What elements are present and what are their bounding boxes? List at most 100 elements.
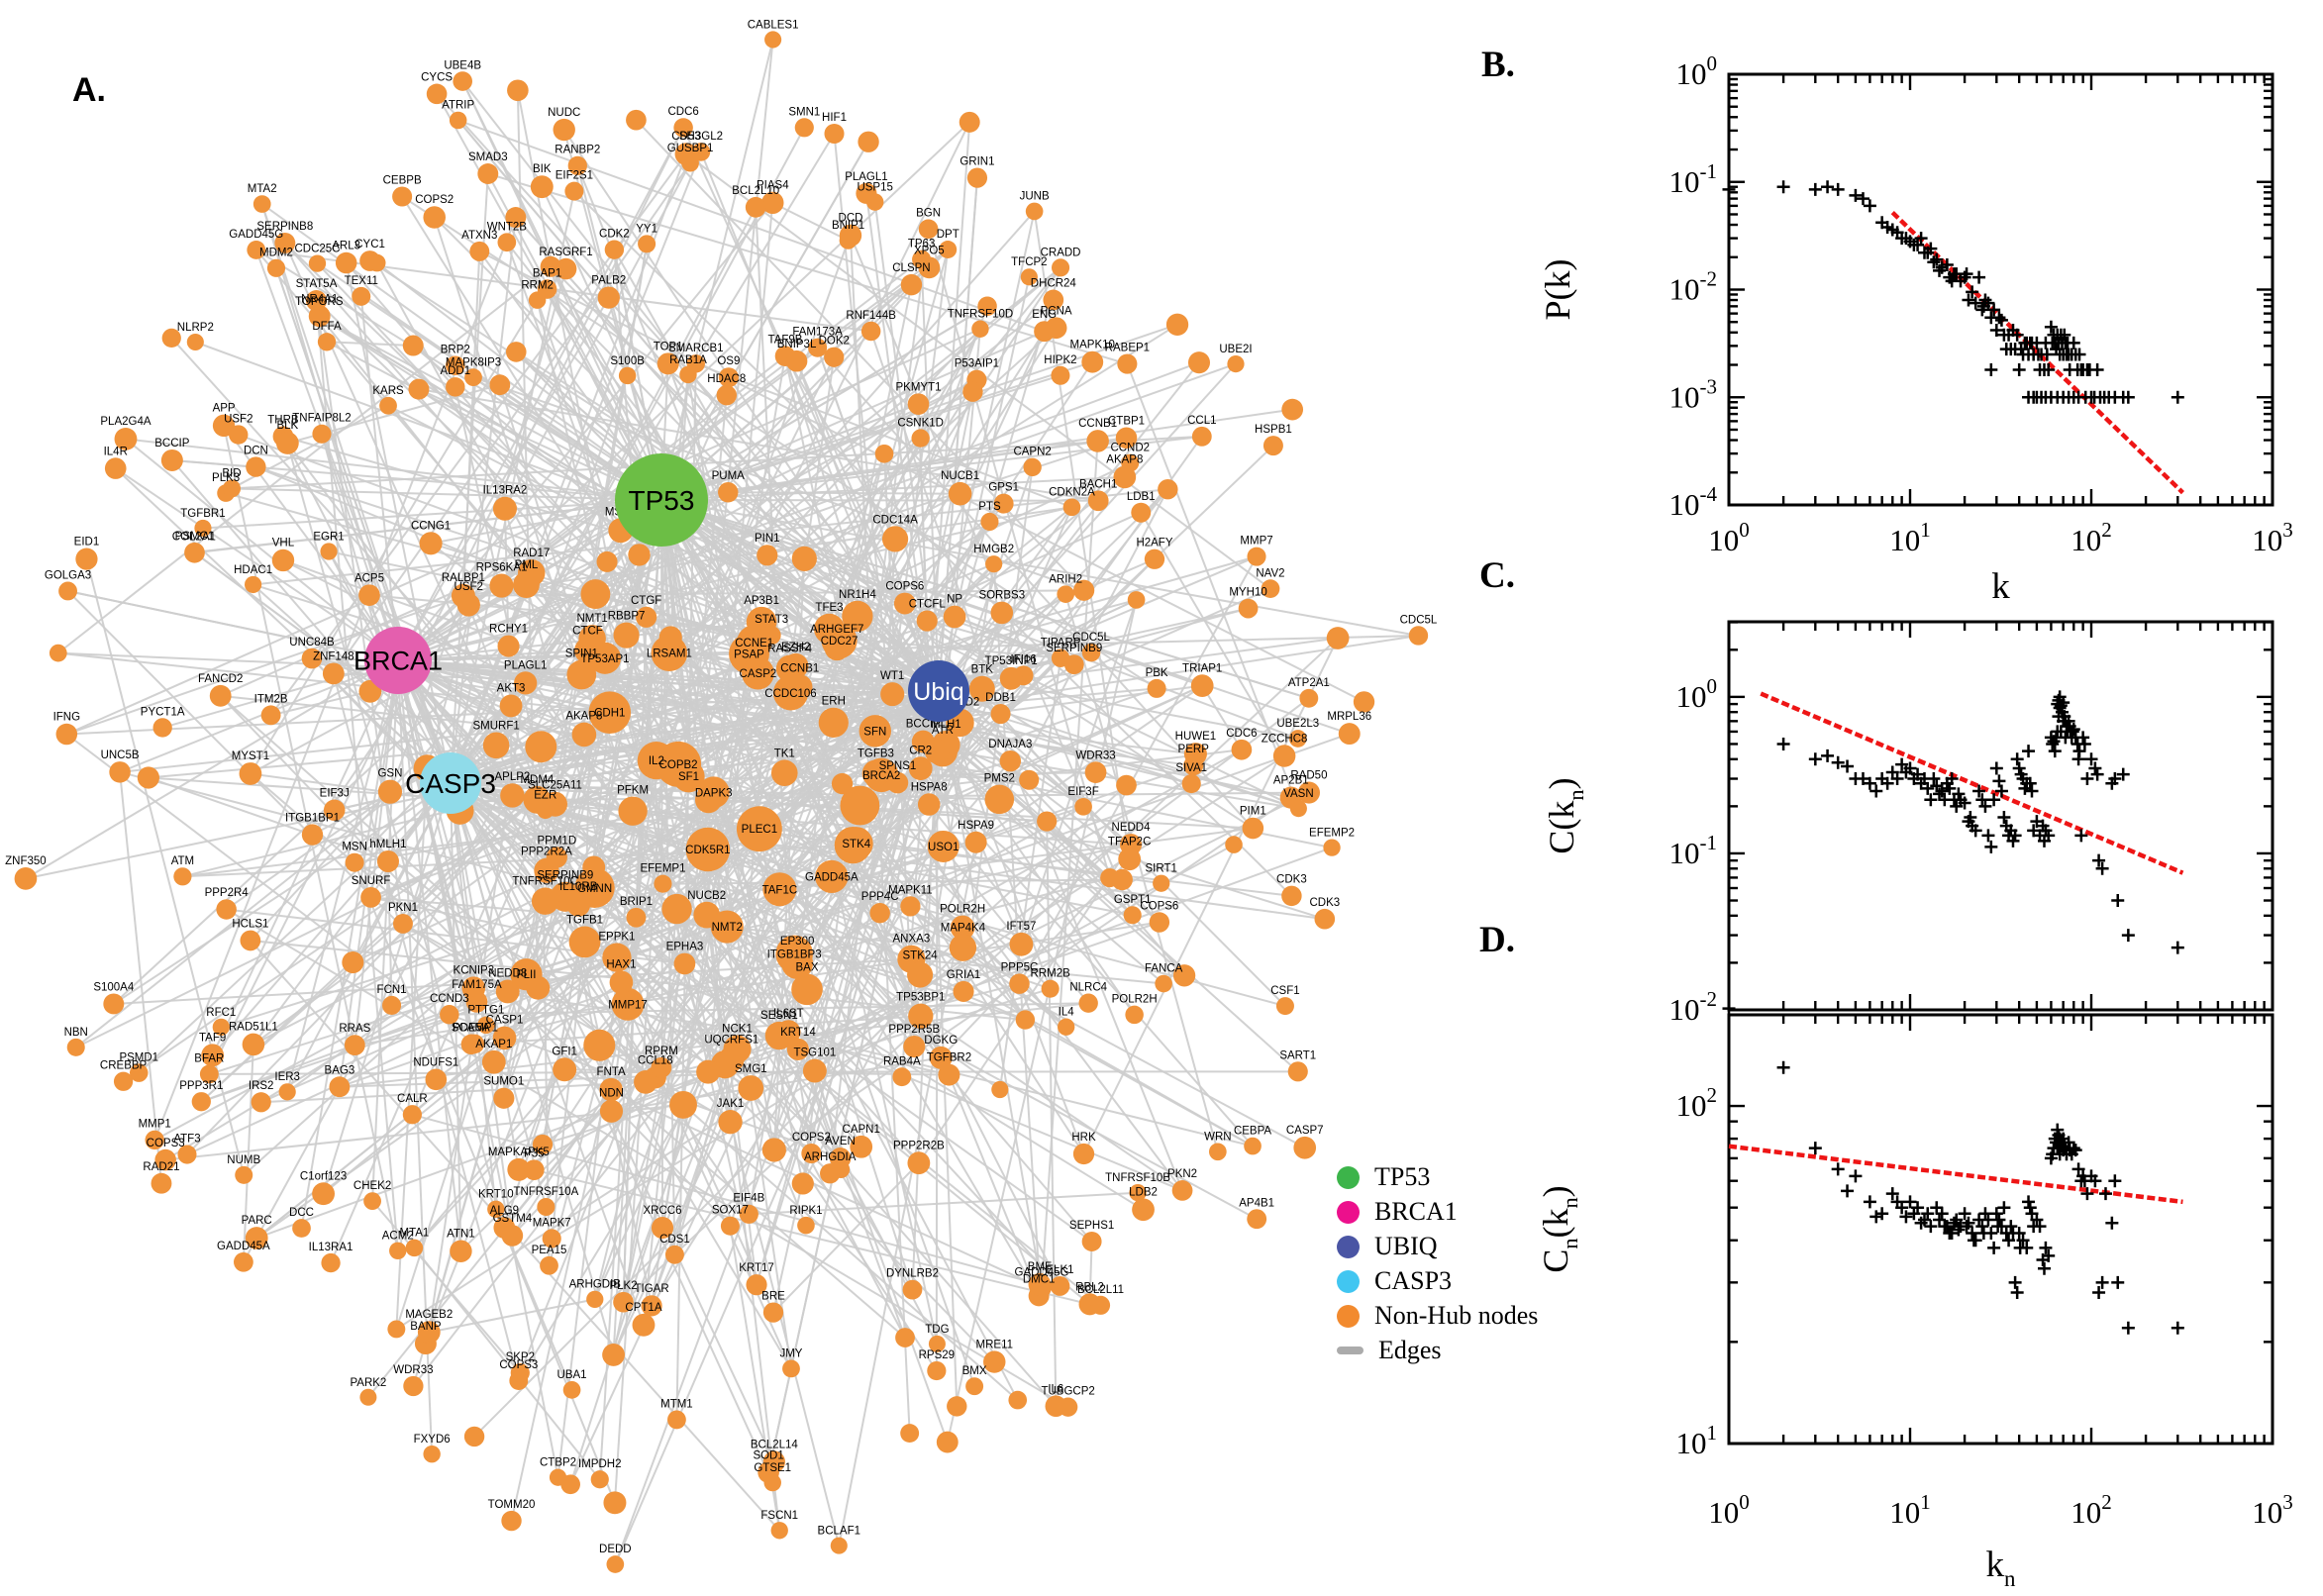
svg-text:10-2: 10-2: [1669, 267, 1718, 307]
svg-text:SMARCB1: SMARCB1: [668, 343, 724, 354]
svg-text:10-1: 10-1: [1669, 159, 1718, 199]
svg-text:BMF: BMF: [1028, 1261, 1052, 1273]
svg-text:MYH10: MYH10: [1229, 587, 1266, 599]
svg-text:PLK3: PLK3: [212, 472, 240, 484]
svg-text:101: 101: [1676, 1421, 1718, 1460]
svg-text:PSMD1: PSMD1: [119, 1051, 158, 1063]
svg-text:CCND2: CCND2: [1110, 443, 1150, 454]
svg-text:EPPK1: EPPK1: [598, 931, 635, 943]
svg-text:SEPHS1: SEPHS1: [1069, 1220, 1114, 1232]
svg-text:EGR1: EGR1: [313, 531, 344, 543]
svg-text:DCD: DCD: [839, 213, 863, 225]
svg-text:GSPT1: GSPT1: [1114, 894, 1152, 906]
svg-text:NR1H4: NR1H4: [839, 589, 876, 601]
svg-text:JUNB: JUNB: [1020, 191, 1050, 203]
svg-text:BFAR: BFAR: [194, 1052, 224, 1064]
svg-text:RAB1A: RAB1A: [669, 354, 707, 366]
svg-text:TOP1: TOP1: [654, 341, 683, 352]
svg-text:ATN1: ATN1: [447, 1228, 475, 1240]
svg-text:ARHGDIA: ARHGDIA: [804, 1151, 857, 1163]
svg-text:ARHGDIB: ARHGDIB: [569, 1279, 622, 1291]
svg-text:NMT2: NMT2: [712, 922, 743, 934]
svg-text:GRIA1: GRIA1: [947, 969, 981, 981]
svg-text:BANP: BANP: [410, 1321, 442, 1333]
svg-text:BRCA2: BRCA2: [862, 770, 900, 782]
chart-panel-c: 100 10-1 10-2 C(kn): [1542, 620, 2274, 1027]
svg-text:CTCFL: CTCFL: [909, 598, 947, 610]
svg-text:ATM: ATM: [171, 855, 194, 867]
svg-text:TP53AP1: TP53AP1: [580, 653, 629, 665]
svg-text:DGKG: DGKG: [924, 1035, 958, 1047]
svg-text:CTGF: CTGF: [631, 595, 661, 607]
svg-text:BRIP1: BRIP1: [620, 896, 653, 908]
svg-text:TGFB3: TGFB3: [858, 748, 894, 759]
svg-text:CDK3: CDK3: [1276, 874, 1307, 886]
svg-text:HSPB1: HSPB1: [1255, 424, 1292, 436]
non-hub-nodes: [14, 31, 1429, 1573]
svg-text:TNFRSF10A: TNFRSF10A: [513, 1186, 578, 1198]
svg-text:S100B: S100B: [610, 355, 645, 367]
scatter-markers: [1776, 1060, 2184, 1335]
svg-text:LRSAM1: LRSAM1: [647, 648, 692, 660]
svg-text:PPP2R2A: PPP2R2A: [521, 847, 572, 858]
svg-text:PKN1: PKN1: [388, 902, 418, 914]
svg-text:CD53: CD53: [671, 131, 700, 143]
svg-text:PFKM: PFKM: [617, 785, 649, 797]
svg-text:NEDD4: NEDD4: [1112, 822, 1152, 834]
svg-text:RABEP1: RABEP1: [1105, 342, 1150, 353]
svg-text:PBK: PBK: [1146, 667, 1168, 679]
svg-text:DMC1: DMC1: [1023, 1273, 1056, 1285]
svg-text:PARK2: PARK2: [350, 1377, 386, 1389]
svg-text:BAP1: BAP1: [533, 267, 561, 279]
svg-text:NAV2: NAV2: [1256, 567, 1284, 579]
legend-label: UBIQ: [1374, 1232, 1438, 1260]
svg-text:FAM175A: FAM175A: [452, 979, 502, 991]
svg-text:MAP4K4: MAP4K4: [941, 922, 986, 934]
svg-text:BCLAF1: BCLAF1: [818, 1526, 860, 1538]
svg-text:COPS2: COPS2: [792, 1132, 831, 1144]
svg-text:CDH1: CDH1: [594, 708, 625, 720]
svg-text:ZCCHC8: ZCCHC8: [1262, 733, 1308, 745]
svg-text:BNIP3L: BNIP3L: [777, 339, 817, 350]
svg-text:MAPKAPK5: MAPKAPK5: [488, 1147, 550, 1158]
svg-text:TP63: TP63: [908, 239, 936, 250]
svg-text:BTK: BTK: [971, 664, 994, 676]
svg-text:EFEMP2: EFEMP2: [1309, 827, 1355, 839]
svg-text:GADD45A: GADD45A: [805, 871, 858, 883]
chart-panel-d: 102 101 100 101 102 103 Cn(kn) kn: [1536, 1013, 2293, 1591]
hub-label-brca1: BRCA1: [354, 646, 443, 675]
svg-text:TFAP2C: TFAP2C: [1108, 836, 1151, 848]
svg-text:MAPK8IP3: MAPK8IP3: [446, 356, 501, 368]
svg-text:GSTM4: GSTM4: [493, 1213, 533, 1225]
svg-text:EIF4B: EIF4B: [733, 1193, 764, 1205]
svg-text:GFI1: GFI1: [552, 1046, 577, 1057]
svg-text:STK24: STK24: [903, 950, 939, 962]
svg-text:TAF9B: TAF9B: [768, 334, 803, 346]
svg-text:CEBPA: CEBPA: [1234, 1126, 1271, 1138]
svg-text:HIF1: HIF1: [822, 112, 847, 124]
panel-label-d: D.: [1479, 920, 1515, 960]
svg-text:SIRT1: SIRT1: [1146, 863, 1177, 875]
svg-text:DHCR24: DHCR24: [1031, 278, 1077, 290]
svg-text:CDC6: CDC6: [1226, 728, 1257, 740]
non-hub-node-labels: USF2 CDC6 COPS6 COPS2 COPS3 BCCIP CCNB1 CDK3 CCN…: [5, 19, 1438, 1555]
svg-text:AP3B1: AP3B1: [744, 595, 779, 607]
svg-text:BCL2L10: BCL2L10: [732, 185, 779, 197]
svg-text:TGFBR1: TGFBR1: [180, 508, 225, 520]
svg-text:CCL1: CCL1: [1187, 415, 1216, 427]
svg-text:CCNE1: CCNE1: [735, 638, 773, 649]
svg-text:ATP2A1: ATP2A1: [1288, 677, 1330, 689]
svg-text:SMN1: SMN1: [788, 106, 820, 118]
svg-text:HIPK2: HIPK2: [1044, 354, 1076, 366]
svg-text:AVEN: AVEN: [825, 1136, 855, 1147]
svg-text:FAM173A: FAM173A: [792, 327, 843, 339]
svg-text:MAPK10: MAPK10: [1070, 340, 1115, 351]
svg-text:PSAP: PSAP: [734, 648, 764, 660]
svg-text:CCND3: CCND3: [430, 993, 469, 1005]
svg-text:DAPK3: DAPK3: [695, 787, 733, 799]
svg-text:101: 101: [1889, 518, 1931, 557]
svg-text:RBBP7: RBBP7: [608, 611, 646, 623]
svg-text:TK1: TK1: [774, 748, 795, 759]
y-axis-label: Cn(kn): [1536, 1185, 1582, 1272]
svg-text:TNFRSF10C: TNFRSF10C: [512, 875, 577, 887]
